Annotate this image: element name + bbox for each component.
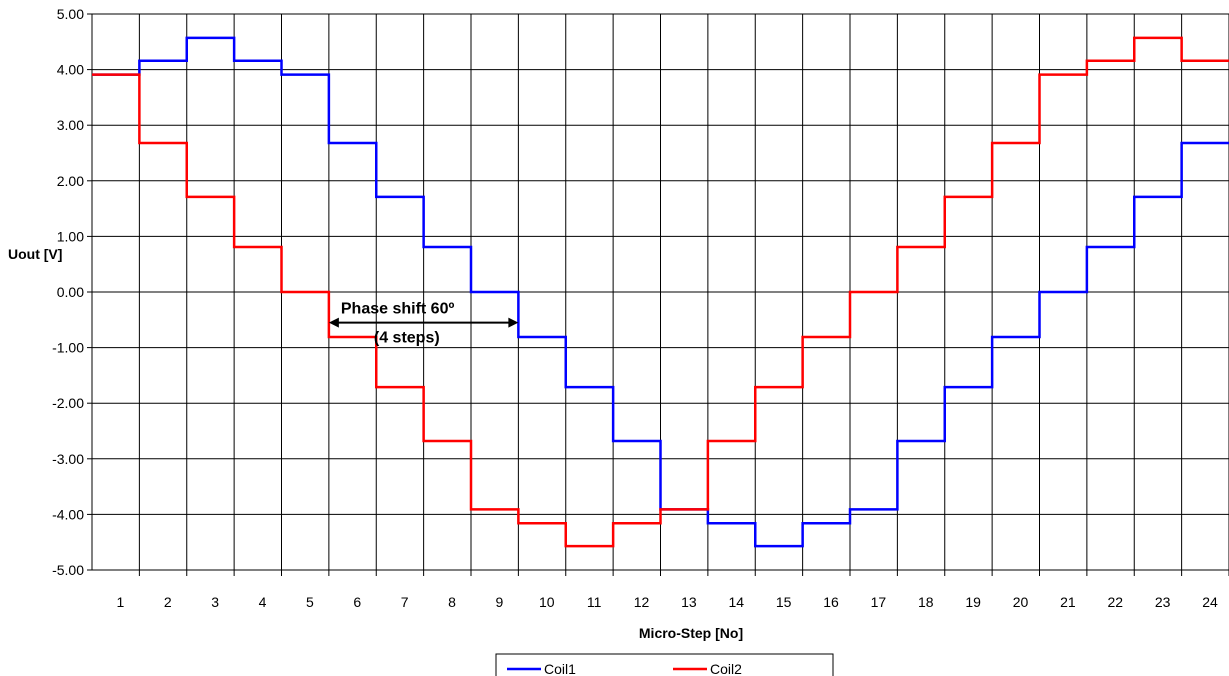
x-tick-label: 17 [871,594,887,610]
y-tick-label: 2.00 [57,173,84,189]
x-tick-label: 24 [1202,594,1218,610]
y-tick-label: 1.00 [57,228,84,244]
x-tick-label: 7 [401,594,409,610]
x-tick-label: 16 [823,594,839,610]
y-tick-label: -4.00 [52,506,84,522]
series-line-coil1 [92,36,1229,548]
annotation-line-1: Phase shift 60º [341,301,455,318]
x-tick-label: 12 [634,594,650,610]
phase-shift-arrow-head-left [328,317,339,328]
x-tick-label: 3 [211,594,219,610]
x-tick-label: 15 [776,594,792,610]
phase-shift-arrow-head-right [508,317,519,328]
series-line-coil2 [92,36,1229,548]
y-tick-label: -1.00 [52,340,84,356]
x-tick-label: 1 [117,594,125,610]
x-tick-label: 11 [587,594,602,610]
y-tick-label: 5.00 [57,6,84,22]
y-tick-label: 0.00 [57,284,84,300]
x-tick-label: 10 [539,594,555,610]
phase-shift-annotation: Phase shift 60º (4 steps) [328,301,519,347]
x-tick-label: 6 [353,594,361,610]
x-tick-label: 8 [448,594,456,610]
x-tick-label: 4 [259,594,267,610]
x-tick-label: 9 [496,594,504,610]
x-tick-label: 20 [1013,594,1029,610]
legend-label-coil2: Coil2 [710,661,742,676]
legend: Coil1 Coil2 [495,653,834,676]
x-tick-label: 18 [918,594,934,610]
x-tick-label: 2 [164,594,172,610]
y-tick-label: -2.00 [52,395,84,411]
y-tick-label: -5.00 [52,562,84,578]
y-tick-label: 4.00 [57,62,84,78]
x-tick-label: 5 [306,594,314,610]
x-tick-label: 19 [965,594,981,610]
axes: 5.00 4.00 3.00 2.00 1.00 0.00 -1.00 -2.00 -3.00 -… [52,6,1229,610]
series-lines [92,36,1229,548]
legend-label-coil1: Coil1 [544,661,576,676]
x-tick-label: 23 [1155,594,1171,610]
y-axis-title: Uout [V] [8,246,62,262]
y-tick-label: -3.00 [52,451,84,467]
x-tick-label: 21 [1060,594,1076,610]
x-tick-label: 22 [1108,594,1124,610]
legend-box [495,653,834,676]
y-tick-label: 3.00 [57,117,84,133]
x-axis-title: Micro-Step [No] [639,625,743,641]
x-tick-label: 13 [681,594,697,610]
x-tick-label: 14 [729,594,745,610]
annotation-line-2: (4 steps) [374,330,440,347]
